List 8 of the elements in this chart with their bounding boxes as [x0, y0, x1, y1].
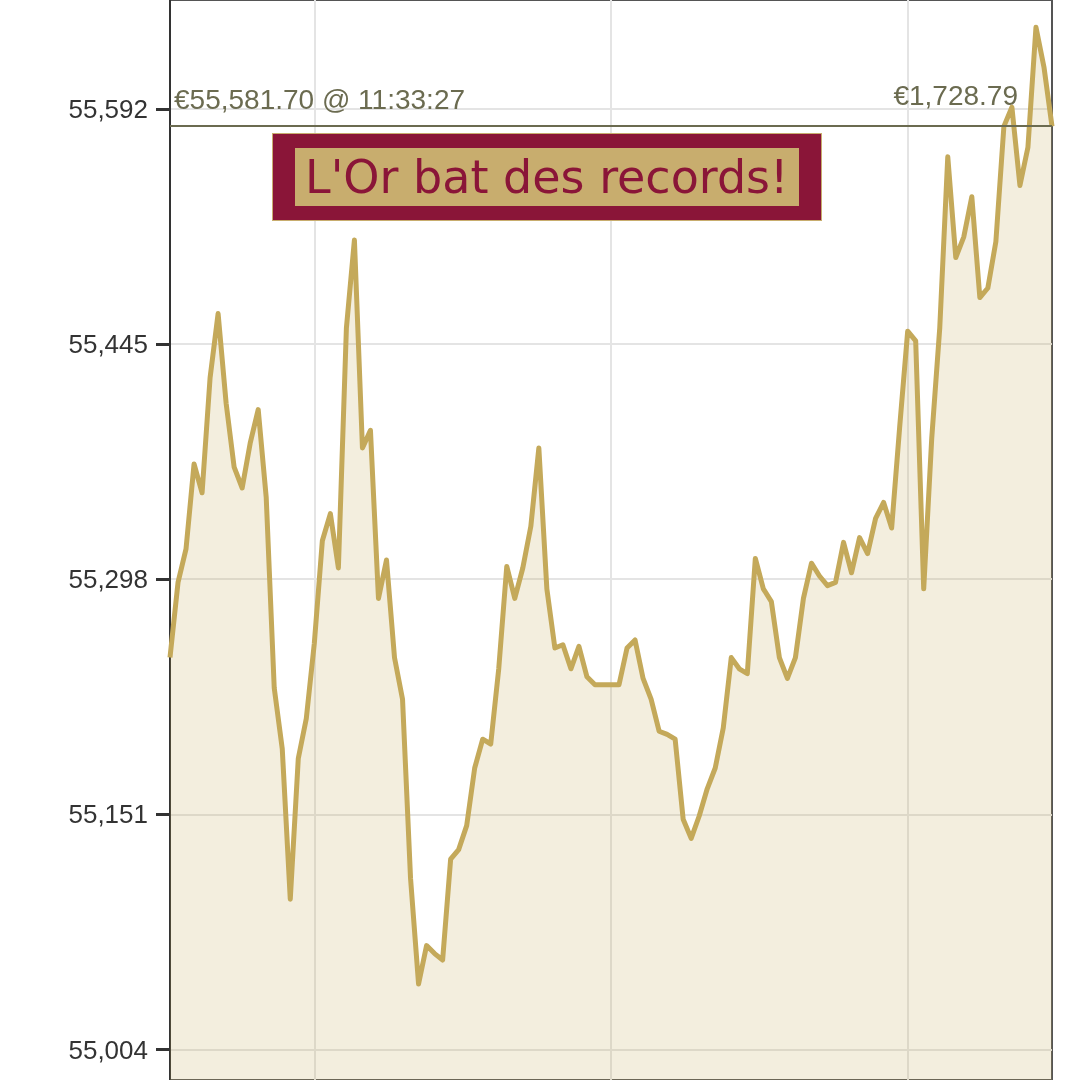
y-tick-label: 55,592: [68, 93, 148, 124]
y-tick-label: 55,298: [68, 564, 148, 595]
title-banner: L'Or bat des records!: [272, 133, 822, 221]
y-tick-label: 55,151: [68, 799, 148, 830]
annotation: €1,728.79: [893, 79, 1019, 111]
y-tick-label: 55,445: [68, 329, 148, 359]
ref-line-label: €55,581.70 @ 11:33:27: [174, 83, 466, 115]
y-tick-label: 55,004: [68, 1034, 148, 1065]
